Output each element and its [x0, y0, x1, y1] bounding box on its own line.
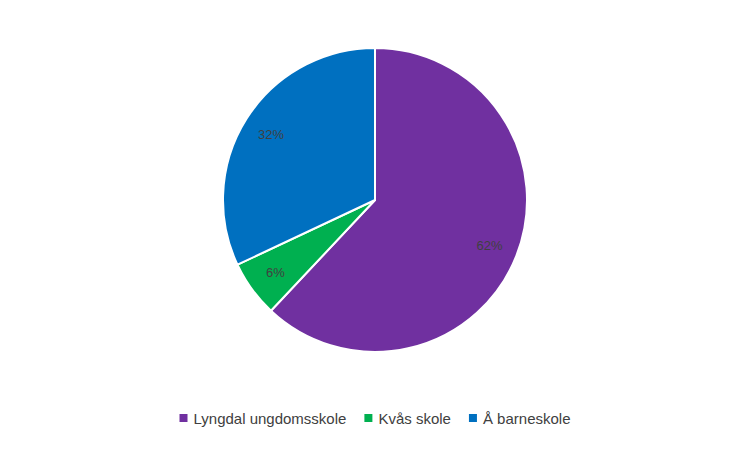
pie [223, 48, 527, 352]
data-label: 32% [258, 127, 284, 142]
data-label: 6% [266, 265, 285, 280]
legend: Lyngdal ungdomsskole Kvås skole Å barnesko… [180, 410, 571, 427]
chart-container: 62% 6% 32% Lyngdal ungdomsskole Kvås skole Å … [0, 0, 750, 450]
legend-swatch [469, 414, 477, 422]
pie-slice [223, 48, 375, 265]
legend-label: Kvås skole [378, 410, 451, 427]
legend-item: Lyngdal ungdomsskole [180, 410, 347, 427]
legend-item: Kvås skole [364, 410, 451, 427]
chart-svg: 62% 6% 32% Lyngdal ungdomsskole Kvås skole Å … [0, 0, 750, 450]
legend-item: Å barneskole [469, 410, 571, 427]
data-label: 62% [476, 238, 502, 253]
legend-swatch [364, 414, 372, 422]
legend-label: Lyngdal ungdomsskole [194, 410, 347, 427]
legend-label: Å barneskole [483, 410, 571, 427]
legend-swatch [180, 414, 188, 422]
data-labels: 62% 6% 32% [258, 127, 503, 280]
